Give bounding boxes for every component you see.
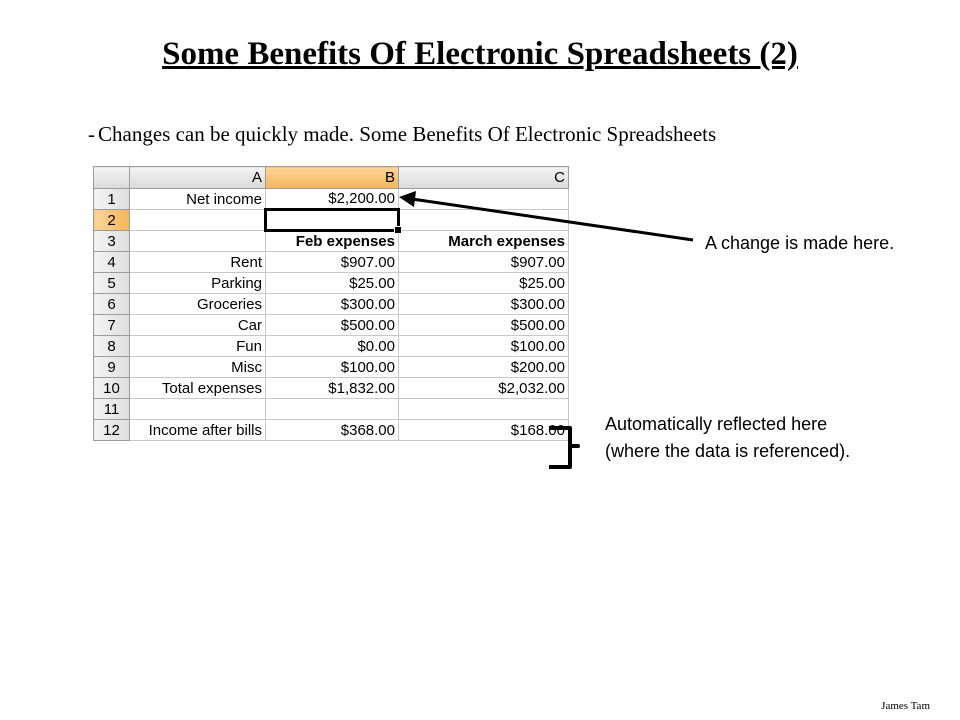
table-row: 7 Car $500.00 $500.00: [93, 314, 569, 336]
fill-handle[interactable]: [394, 226, 402, 234]
row-header[interactable]: 8: [93, 335, 130, 357]
cell[interactable]: $1,832.00: [265, 377, 399, 399]
change-note: A change is made here.: [705, 233, 895, 253]
table-row: 8 Fun $0.00 $100.00: [93, 335, 569, 357]
select-all-corner[interactable]: [93, 166, 130, 189]
table-row: 5 Parking $25.00 $25.00: [93, 272, 569, 294]
row-header[interactable]: 10: [93, 377, 130, 399]
table-row: 12 Income after bills $368.00 $168.00: [93, 419, 569, 441]
cell-header-feb[interactable]: Feb expenses: [265, 230, 399, 252]
bracket-icon: [549, 426, 580, 469]
arrow-head-icon: [399, 191, 416, 207]
table-row: 11: [93, 398, 569, 420]
cell[interactable]: $168.00: [398, 419, 569, 441]
row-header[interactable]: 1: [93, 188, 130, 210]
column-header-c[interactable]: C: [398, 166, 569, 189]
bullet-point: - Changes can be quickly made. Some Benef…: [88, 122, 716, 147]
cell[interactable]: Misc: [129, 356, 266, 378]
cell[interactable]: $300.00: [265, 293, 399, 315]
cell[interactable]: $368.00: [265, 419, 399, 441]
row-header[interactable]: 9: [93, 356, 130, 378]
row-header[interactable]: 11: [93, 398, 130, 420]
table-row: 6 Groceries $300.00 $300.00: [93, 293, 569, 315]
cell[interactable]: Parking: [129, 272, 266, 294]
table-row: 9 Misc $100.00 $200.00: [93, 356, 569, 378]
table-row: 10 Total expenses $1,832.00 $2,032.00: [93, 377, 569, 399]
cell[interactable]: Fun: [129, 335, 266, 357]
column-header-b[interactable]: B: [265, 166, 399, 189]
active-cell[interactable]: [264, 208, 402, 234]
row-header[interactable]: 4: [93, 251, 130, 273]
row-header[interactable]: 2: [93, 209, 130, 231]
cell[interactable]: $200.00: [398, 356, 569, 378]
arrow-line: [411, 197, 694, 242]
bullet-text: Changes can be quickly made. Some Benefi…: [98, 122, 717, 146]
slide-title: Some Benefits Of Electronic Spreadsheets…: [162, 36, 798, 72]
cell[interactable]: Income after bills: [129, 419, 266, 441]
spreadsheet-grid: A B C 1 Net income $2,200.00 2 3 Feb exp…: [93, 166, 569, 441]
auto-reflect-note: Automatically reflected here (where the …: [605, 414, 851, 461]
cell[interactable]: $500.00: [398, 314, 569, 336]
cell[interactable]: $0.00: [265, 335, 399, 357]
cell[interactable]: Net income: [129, 188, 266, 210]
row-header[interactable]: 3: [93, 230, 130, 252]
row-header[interactable]: 12: [93, 419, 130, 441]
author-footer: James Tam: [881, 700, 930, 712]
table-row: 3 Feb expenses March expenses: [93, 230, 569, 252]
row-header[interactable]: 6: [93, 293, 130, 315]
bullet-marker: -: [88, 122, 95, 146]
